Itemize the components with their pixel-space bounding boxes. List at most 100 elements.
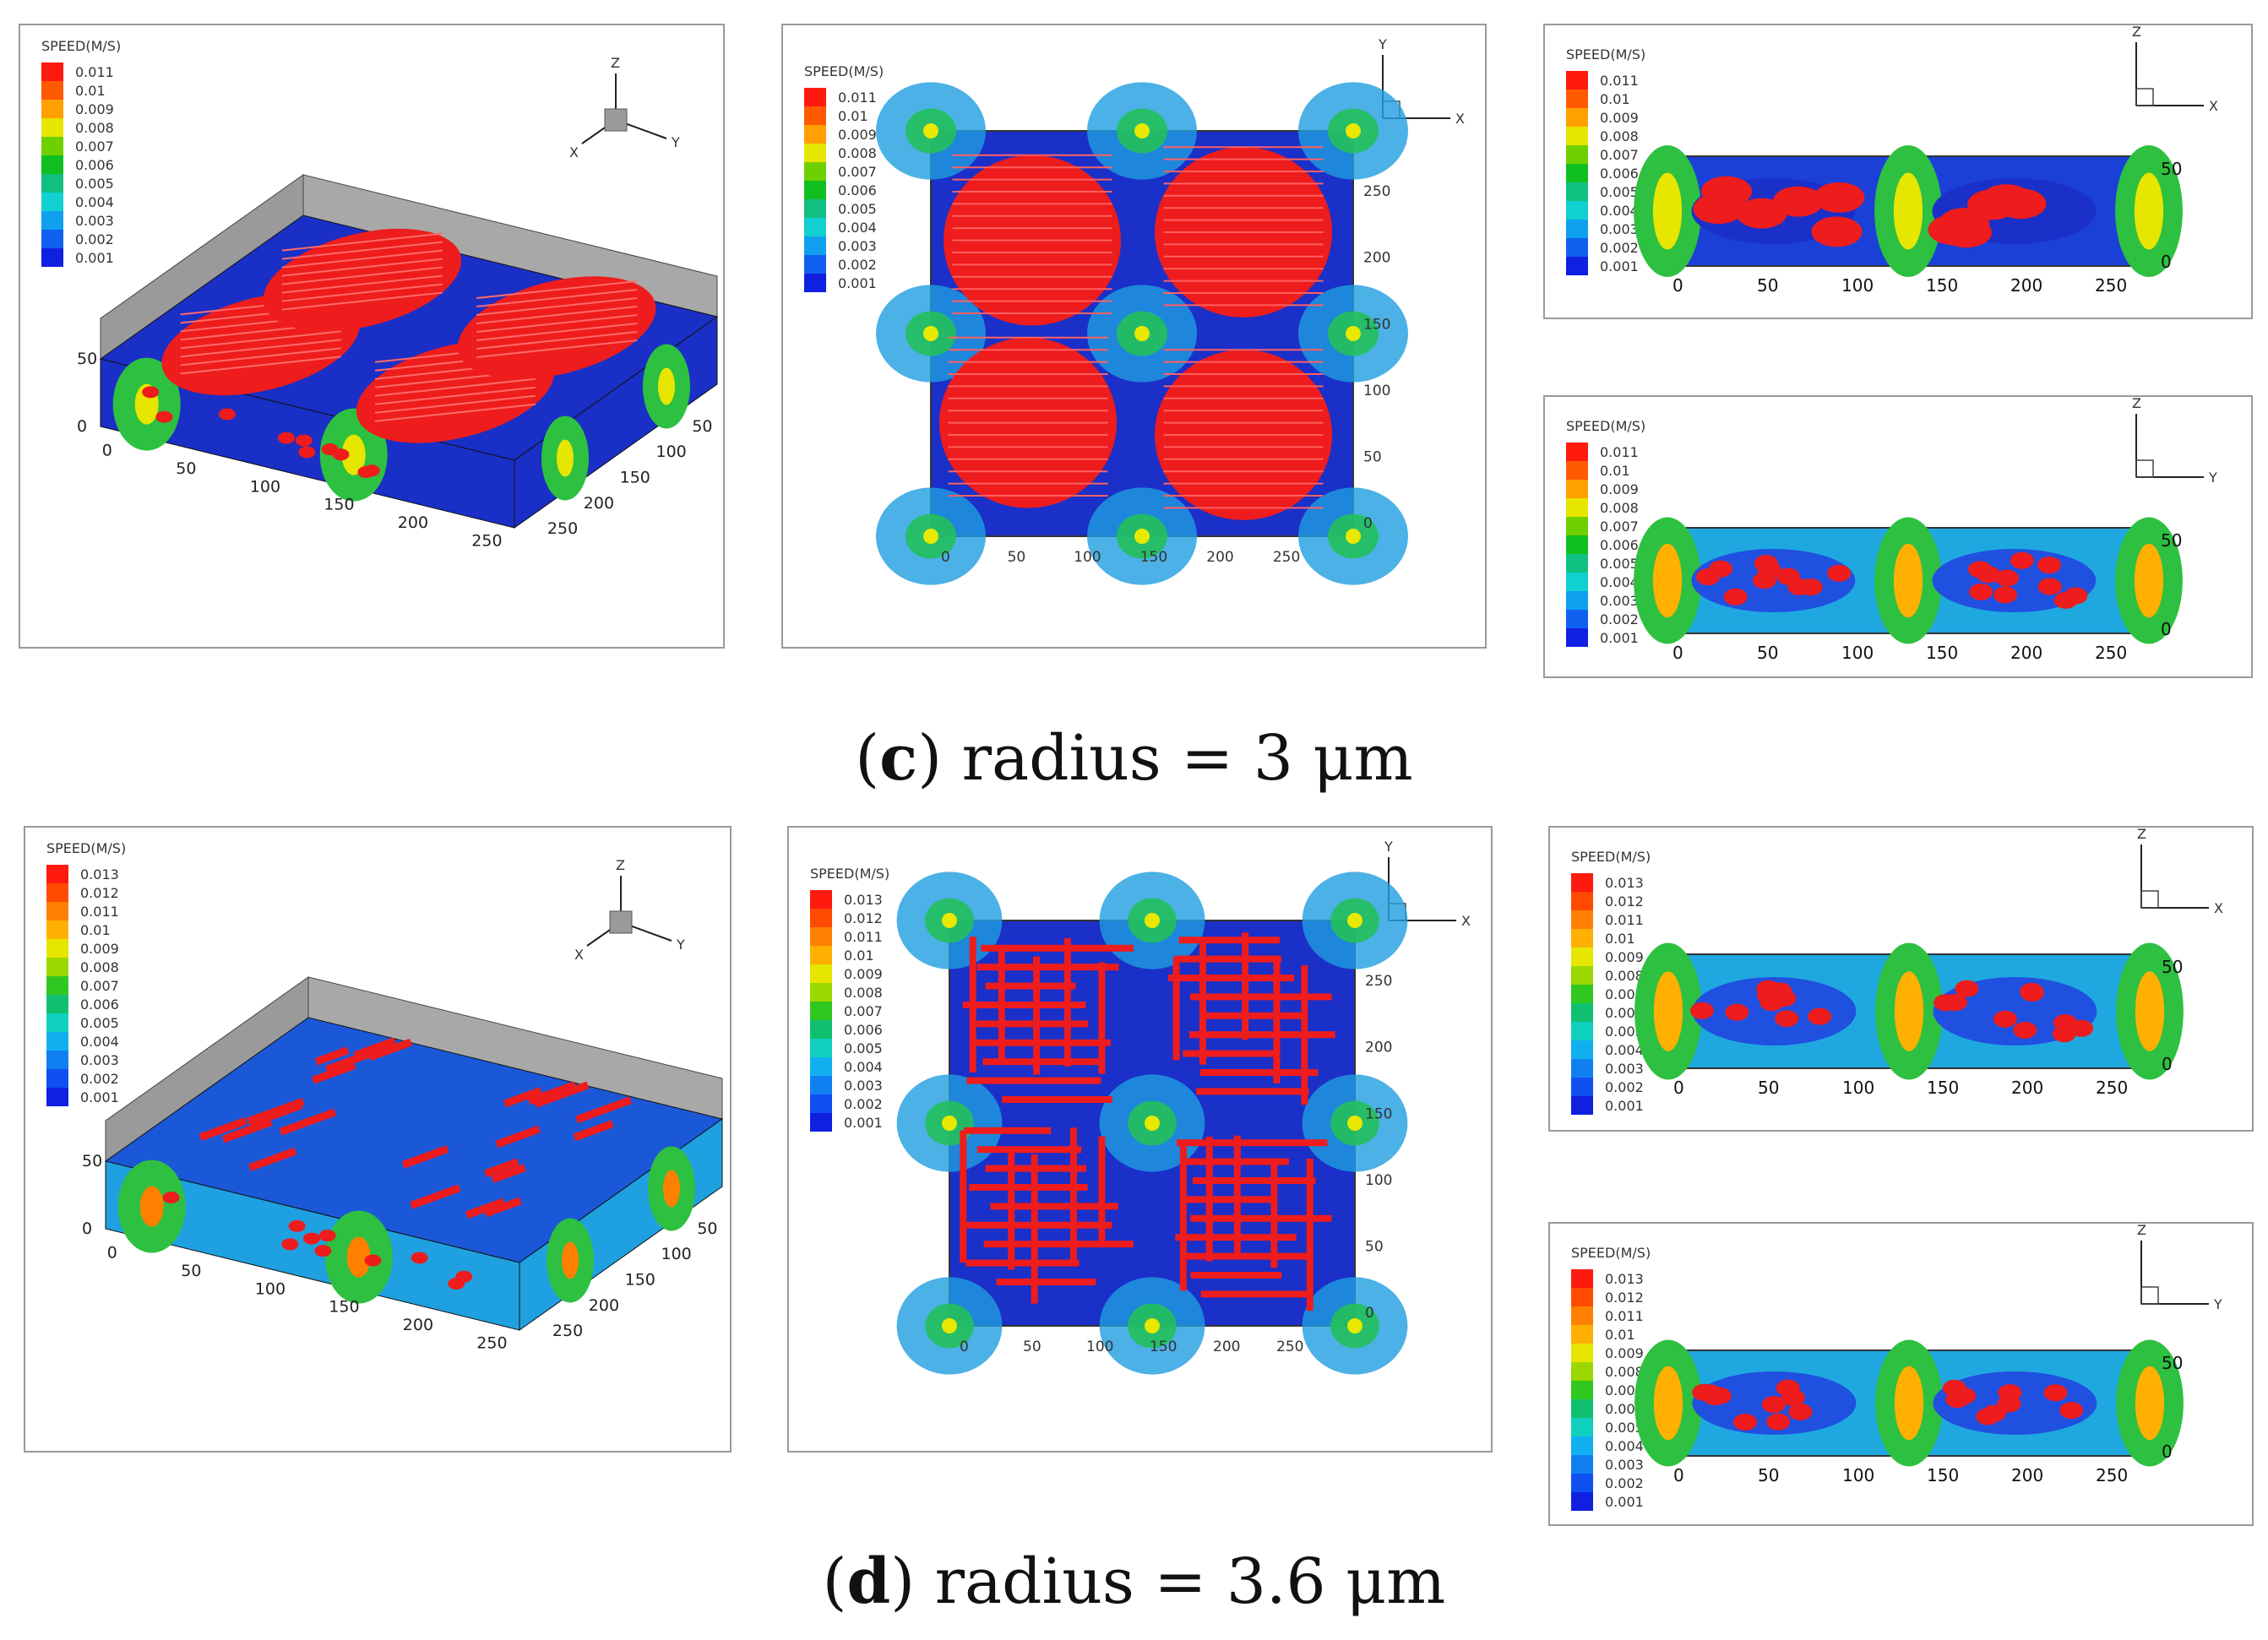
tick-label-x: 200 [1213,1339,1240,1355]
fiber-line [476,339,638,358]
legend-swatch [1566,480,1588,498]
legend-swatch [804,181,826,199]
fiber-rod [1098,1136,1106,1246]
legend-swatch [810,1039,832,1057]
legend-swatch [1566,238,1588,257]
fiber-section [314,1245,332,1257]
fiber-rod [996,1279,1096,1285]
legend-label: 0.013 [1605,875,1644,891]
legend-swatch [1571,910,1593,929]
legend-swatch [810,1113,832,1132]
fiber-rod [966,1077,1101,1084]
fiber-section [277,432,295,444]
tick-label-y: 200 [589,1296,619,1315]
legend-label: 0.002 [75,231,114,247]
legend-label: 0.004 [80,1034,119,1050]
legend-label: 0.007 [75,138,114,155]
flow-peak [663,1170,680,1208]
flow-peak [1145,1116,1160,1131]
legend-label: 0.008 [1600,128,1639,144]
legend-label: 0.011 [844,929,883,945]
flow-peak [557,439,574,477]
tick-label-x: 250 [2096,1078,2128,1098]
tick-label-x: 0 [1673,1078,1684,1098]
axis-label-z: Z [611,55,620,71]
fiber-rod [1205,1136,1213,1262]
fiber-rod [985,982,1076,990]
fiber-rod [1177,1139,1328,1147]
tick-label-y: 150 [1365,1105,1392,1122]
legend-label: 0.005 [75,176,114,192]
tick-label-x: 0 [1673,1465,1684,1485]
fiber-rod [965,1259,1080,1267]
fiber-section [302,1232,320,1245]
legend-swatch [810,1057,832,1076]
legend-title: SPEED(M/S) [804,63,884,79]
legend-label: 0.009 [1605,1345,1644,1361]
legend-label: 0.007 [844,1003,883,1019]
tick-label-y: 250 [1363,183,1390,200]
tick-label-x: 50 [1757,643,1778,663]
legend-label: 0.008 [1605,968,1644,984]
fiber-section [1998,1384,2022,1402]
fiber-rod [279,1108,337,1136]
fiber-line [476,306,638,324]
legend-title: SPEED(M/S) [810,866,889,882]
fiber-rod [199,1116,247,1142]
tick-label-x: 150 [324,496,354,514]
legend-swatch [46,1032,68,1051]
fiber-rod [495,1125,541,1149]
tick-label-y: 0 [1363,515,1373,532]
fiber-rod [410,1184,461,1209]
legend-label: 0.009 [844,966,883,982]
fiber-section [1752,572,1776,589]
tick-label-x: 150 [1927,1465,1959,1485]
legend-swatch [1566,628,1588,647]
tick-label-y: 250 [1365,973,1392,990]
flow-peak [2135,971,2165,1051]
tick-label-x: 100 [1074,549,1101,566]
fiber-section [364,1254,382,1267]
legend-swatch [41,100,63,118]
legend-label: 0.003 [1605,1457,1644,1473]
fiber-rod [1183,1050,1274,1057]
legend-swatch [804,125,826,144]
tick-label-x: 50 [1757,275,1778,296]
legend-label: 0.006 [1600,166,1639,182]
axis-label-x: X [569,144,579,160]
legend-swatch [1571,1474,1593,1492]
fiber-rod [1199,939,1206,1065]
fiber-section [1725,1003,1749,1021]
legend-swatch [1566,610,1588,628]
legend-label: 0.001 [1600,630,1639,646]
flow-peak [1652,172,1683,250]
legend-swatch [46,1069,68,1088]
fiber-rod [248,1147,297,1171]
fiber-rod [1306,1159,1313,1311]
flow-peak [942,1116,957,1131]
fiber-rod [976,1020,1089,1028]
fiber-section [362,464,380,477]
legend-label: 0.002 [80,1071,119,1087]
legend-swatch [41,118,63,137]
fiber-section [1945,1391,1970,1409]
fiber-section [218,408,236,421]
axis-label-x: X [574,947,584,963]
tick-label-x: 100 [255,1279,286,1298]
fiber-section [298,446,316,459]
panel-c-3d: SPEED(M/S) 0.011 0.01 0.009 0.008 0.007 0.006 0… [19,24,725,649]
legend-swatch [810,1002,832,1020]
legend-label: 0.009 [1600,110,1639,126]
axis-label-right: Y [2213,1296,2222,1312]
axis-label-up: Y [1384,839,1393,855]
flow-peak [658,367,675,405]
plot-d-3d: SPEED(M/S) 0.013 0.012 0.011 0.01 0.009 0.008 0… [46,840,724,1353]
tick-label-x: 0 [941,549,950,566]
panel-d-side-xz: SPEED(M/S) 0.013 0.012 0.011 0.01 0.009 0.008 0… [1548,826,2254,1132]
legend-label: 0.006 [844,1022,883,1038]
flow-peak [2134,172,2164,250]
axis-triad-box [2140,890,2159,909]
fiber-rod [1069,1127,1077,1267]
legend-swatch [46,1088,68,1106]
tick-label-y: 100 [1365,1172,1392,1189]
